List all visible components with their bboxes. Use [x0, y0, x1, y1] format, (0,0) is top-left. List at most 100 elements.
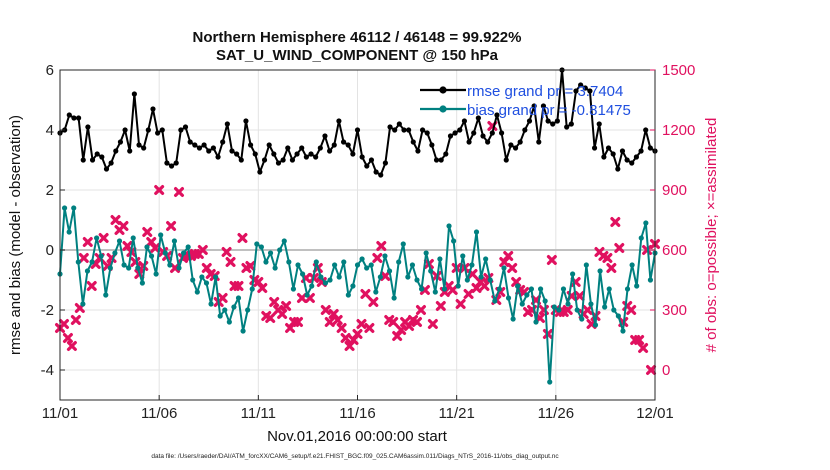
bias-point [180, 250, 187, 256]
rmse-point [457, 127, 463, 133]
bias-point [414, 277, 420, 283]
rmse-point [564, 124, 570, 130]
bias-point [464, 277, 470, 283]
rmse-point [410, 139, 416, 145]
bias-point [341, 259, 347, 265]
obs-assimilated-marker [82, 237, 93, 247]
rmse-point [354, 127, 361, 133]
bias-point [492, 298, 498, 304]
obs-assimilated-marker [455, 299, 466, 309]
rmse-point [136, 142, 142, 148]
obs-assimilated-marker [166, 221, 177, 231]
bias-point [473, 229, 480, 235]
rmse-point [145, 127, 151, 133]
bias-point [185, 244, 191, 250]
bias-point [487, 277, 493, 283]
bias-point [469, 262, 475, 268]
rmse-point [499, 130, 505, 136]
y-axis-left-ticks: -4 -2 0 2 4 6 [41, 62, 65, 379]
rmse-point [340, 139, 347, 145]
bias-point [446, 223, 452, 229]
bias-point [405, 274, 411, 280]
y-axis-right-ticks: 0 300 600 900 1200 1500 [650, 62, 695, 379]
rmse-point [461, 118, 468, 124]
bias-point [455, 283, 461, 289]
obs-assimilated-marker [412, 317, 422, 327]
x-tick-label: 12/01 [636, 405, 674, 422]
y-right-tick-label: 300 [662, 302, 687, 319]
obs-assimilated-marker [150, 243, 161, 253]
bias-point [222, 307, 228, 313]
rmse-point [71, 115, 77, 121]
rmse-point [429, 142, 435, 148]
obs-assimilated-marker [396, 325, 407, 335]
bias-point [373, 289, 379, 295]
rmse-point [643, 127, 649, 133]
bias-point [322, 280, 329, 286]
obs-assimilated-marker [269, 297, 280, 307]
bias-point [116, 238, 123, 244]
bias-point [249, 286, 255, 292]
bias-point [171, 238, 178, 244]
rmse-point [173, 160, 179, 166]
y-right-tick-label: 1200 [662, 122, 695, 139]
rmse-point [610, 151, 616, 157]
bias-point [162, 250, 168, 256]
obs-assimilated-marker [562, 305, 573, 315]
bias-point [556, 307, 562, 313]
bias-point [377, 274, 383, 280]
obs-assimilated-marker [70, 315, 81, 325]
bias-point [524, 292, 530, 298]
bias-point [510, 316, 516, 322]
bias-point [290, 286, 297, 292]
obs-assimilated-marker [602, 253, 613, 263]
obs-assimilated-marker [110, 215, 121, 225]
rmse-point [117, 139, 124, 145]
obs-assimilated-marker [336, 323, 347, 333]
bias-point [634, 283, 640, 289]
obs-assimilated-marker [98, 233, 109, 243]
bias-point [400, 241, 406, 247]
y-left-tick-label: 0 [46, 242, 54, 259]
bias-point [597, 268, 603, 274]
rmse-point [545, 118, 551, 124]
rmse-point [192, 142, 198, 148]
bias-point [254, 241, 260, 247]
bias-point [615, 313, 621, 319]
rmse-point [647, 145, 653, 151]
bias-point [551, 304, 557, 310]
rmse-point [85, 124, 91, 130]
obs-assimilated-marker [638, 343, 649, 353]
obs-assimilated-marker [368, 297, 379, 307]
bias-point [451, 238, 457, 244]
bias-point [460, 253, 466, 259]
rmse-point [480, 133, 486, 139]
rmse-point [285, 145, 291, 151]
rmse-point [517, 139, 523, 145]
rmse-point [89, 157, 96, 163]
rmse-point [94, 151, 100, 157]
bias-point [620, 328, 626, 334]
y-right-tick-label: 1500 [662, 62, 695, 79]
rmse-point [331, 142, 337, 148]
bias-point [277, 247, 283, 253]
bias-point [144, 244, 150, 250]
y-left-tick-label: -2 [41, 302, 54, 319]
bias-point [629, 262, 635, 268]
rmse-point [229, 148, 235, 154]
rmse-point [489, 130, 495, 136]
y-left-tick-label: 2 [46, 182, 54, 199]
obs-assimilated-marker [356, 319, 367, 329]
obs-assimilated-marker [427, 319, 438, 329]
rmse-point [261, 157, 268, 163]
chart-title: Northern Hemisphere 46112 / 46148 = 99.9… [193, 29, 522, 46]
obs-assimilated-marker [245, 261, 256, 271]
bias-point [611, 307, 617, 313]
bias-point [80, 301, 86, 307]
bias-point [537, 286, 544, 292]
bias-point [112, 250, 118, 256]
legend-bias-marker [439, 105, 447, 113]
bias-point [148, 253, 155, 259]
rmse-point [266, 142, 272, 148]
rmse-point [419, 127, 426, 133]
